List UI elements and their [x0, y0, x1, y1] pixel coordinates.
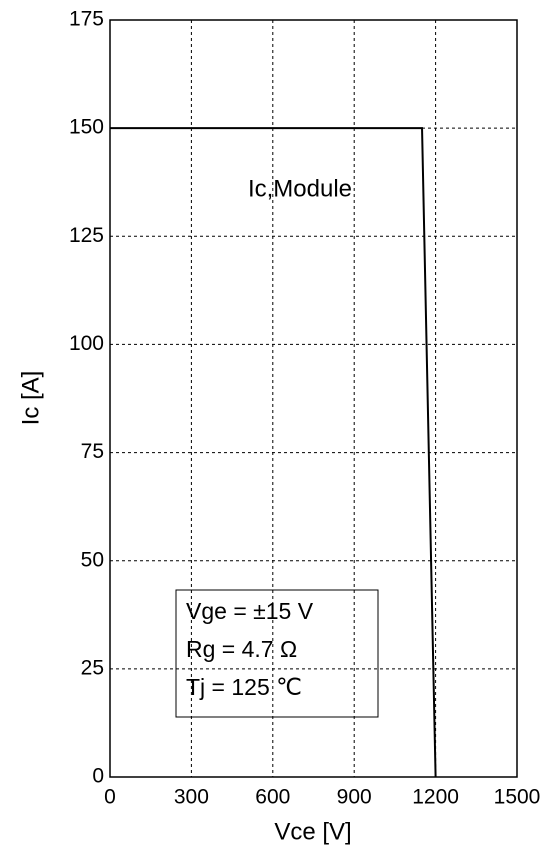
- plot-frame: [109, 19, 518, 778]
- x-tick-label: 0: [104, 786, 116, 809]
- x-tick-label: 1200: [412, 786, 459, 809]
- y-tick-label: 175: [69, 8, 104, 31]
- y-tick-label: 75: [81, 440, 104, 463]
- x-axis-label: Vce [V]: [274, 818, 351, 845]
- y-tick-label: 50: [81, 548, 104, 571]
- x-tick-label: 600: [255, 786, 290, 809]
- curve: [110, 127, 437, 778]
- y-tick-label: 100: [69, 332, 104, 355]
- y-tick-label: 0: [92, 765, 104, 788]
- y-tick-label: 25: [81, 656, 104, 679]
- annotation: Ic,Module: [248, 175, 352, 202]
- condition-text: Vge = ±15 V: [186, 598, 314, 624]
- x-tick-label: 1500: [494, 786, 541, 809]
- condition-text: Tj = 125 ℃: [186, 674, 302, 700]
- conditions-box: [175, 589, 379, 718]
- condition-text: Rg = 4.7 Ω: [186, 636, 297, 662]
- y-tick-label: 150: [69, 116, 104, 139]
- y-axis-label: Ic [A]: [17, 371, 44, 426]
- y-tick-label: 125: [69, 224, 104, 247]
- x-tick-label: 300: [174, 786, 209, 809]
- x-tick-label: 900: [337, 786, 372, 809]
